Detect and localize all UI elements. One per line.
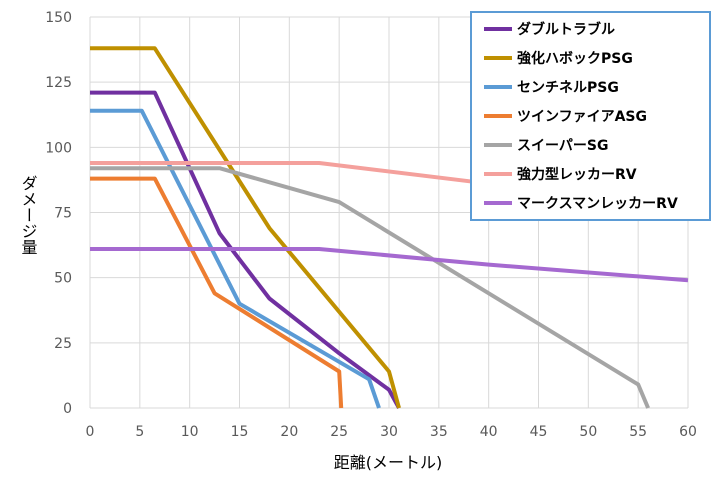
legend-label-3: ツインファイアASG [517, 109, 647, 125]
y-tick-label: 0 [63, 401, 72, 417]
x-tick-label: 10 [181, 424, 199, 440]
y-tick-label: 125 [45, 75, 72, 91]
y-tick-label: 150 [45, 10, 72, 26]
legend-label-0: ダブルトラブル [517, 21, 615, 38]
x-tick-label: 45 [530, 424, 548, 440]
x-tick-label: 20 [280, 424, 298, 440]
x-tick-label: 60 [679, 424, 697, 440]
x-tick-label: 25 [330, 424, 348, 440]
series-line-0 [90, 90, 401, 409]
series-line-4 [90, 166, 650, 409]
x-tick-label: 5 [135, 424, 144, 440]
y-tick-label: 25 [54, 336, 72, 352]
y-tick-label: 50 [54, 271, 72, 287]
x-tick-label: 50 [579, 424, 597, 440]
x-tick-label: 0 [86, 424, 95, 440]
x-tick-label: 30 [380, 424, 398, 440]
x-tick-label: 40 [480, 424, 498, 440]
series-line-1 [90, 46, 401, 409]
series-line-2 [90, 108, 381, 409]
axes: 0 5 10 15 20 25 30 35 40 45 50 55 60 0 25 50 75 100 125 150 [45, 10, 697, 440]
y-tick-label: 100 [45, 140, 72, 156]
legend-label-5: 強力型レッカーRV [517, 166, 637, 183]
x-tick-label: 15 [231, 424, 249, 440]
y-tick-label: 75 [54, 206, 72, 222]
series-line-3 [90, 176, 344, 409]
x-tick-label: 55 [629, 424, 647, 440]
legend-label-1: 強化ハボックPSG [517, 50, 633, 67]
x-axis-label: 距離(メートル) [334, 453, 443, 472]
legend-label-6: マークスマンレッカーRV [517, 196, 678, 212]
y-axis-label: ダメージ量 [19, 175, 38, 255]
legend-label-4: スイーパーSG [517, 138, 608, 154]
series-line-6 [90, 247, 689, 283]
x-tick-label: 35 [430, 424, 448, 440]
legend-label-2: センチネルPSG [517, 80, 619, 96]
series-lines [90, 46, 689, 409]
